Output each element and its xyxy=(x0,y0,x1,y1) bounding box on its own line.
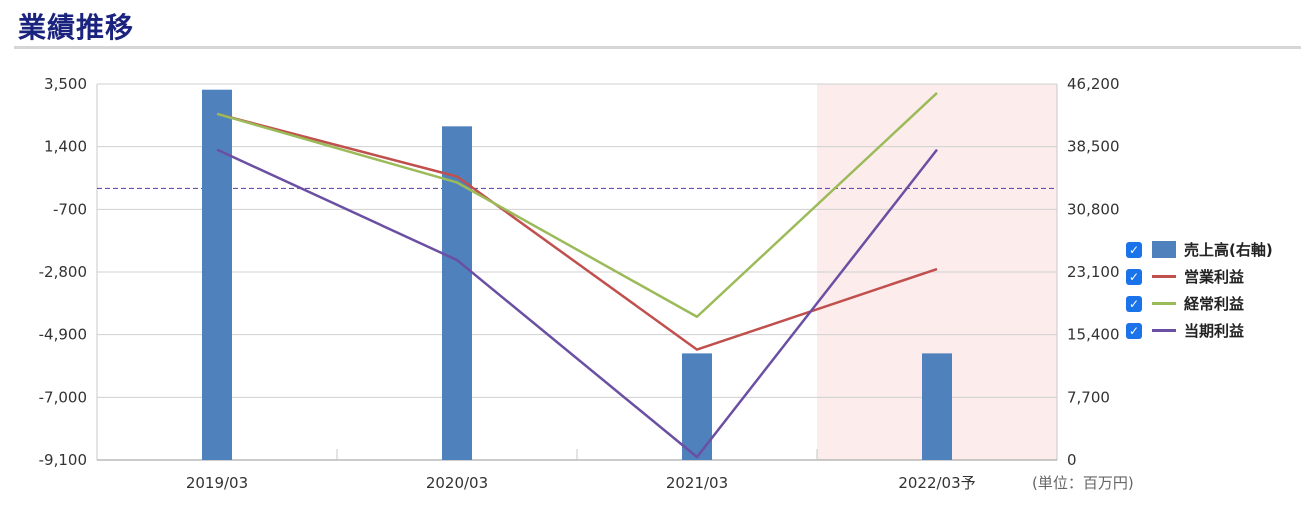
unit-label: (単位：百万円) xyxy=(1032,474,1134,492)
left-axis-tick-label: 1,400 xyxy=(44,138,87,156)
right-axis-tick-label: 0 xyxy=(1067,451,1077,469)
right-axis-tick-label: 23,100 xyxy=(1067,263,1120,281)
legend-label: 当期利益 xyxy=(1184,322,1245,340)
legend-checkbox[interactable]: ✓ xyxy=(1126,268,1142,285)
legend-checkbox[interactable]: ✓ xyxy=(1126,322,1142,339)
legend-item[interactable]: ✓ 経常利益 xyxy=(1126,290,1273,317)
legend-item[interactable]: ✓ 売上高(右軸) xyxy=(1126,236,1273,263)
legend-label: 営業利益 xyxy=(1184,268,1245,286)
legend-checkbox[interactable]: ✓ xyxy=(1126,295,1142,312)
legend-item[interactable]: ✓ 営業利益 xyxy=(1126,263,1273,290)
title-divider xyxy=(14,46,1301,49)
operating-profit-line xyxy=(216,112,938,351)
ordinary-profit-line xyxy=(216,92,938,319)
sales-bar xyxy=(202,89,232,461)
x-axis-tick-label: 2019/03 xyxy=(186,474,248,492)
net-profit-line xyxy=(216,148,938,459)
x-axis-tick-label: 2022/03予 xyxy=(898,474,975,492)
legend-item[interactable]: ✓ 当期利益 xyxy=(1126,317,1273,344)
right-axis-tick-label: 15,400 xyxy=(1067,326,1120,344)
x-axis-tick-label: 2021/03 xyxy=(666,474,728,492)
right-axis-tick-label: 7,700 xyxy=(1067,388,1110,406)
sales-bar xyxy=(922,353,952,460)
legend-label: 売上高(右軸) xyxy=(1184,241,1273,259)
chart-legend: ✓ 売上高(右軸) ✓ 営業利益 ✓ 経常利益 ✓ 当期利益 xyxy=(1126,236,1273,344)
left-axis-tick-label: -2,800 xyxy=(39,263,87,281)
x-axis-tick-label: 2020/03 xyxy=(426,474,488,492)
page-title: 業績推移 xyxy=(18,11,135,44)
bar-swatch-icon xyxy=(1152,241,1176,258)
legend-checkbox[interactable]: ✓ xyxy=(1126,241,1142,258)
line-swatch-icon xyxy=(1152,329,1176,332)
right-axis-tick-label: 46,200 xyxy=(1067,75,1120,93)
right-axis-tick-label: 30,800 xyxy=(1067,200,1120,218)
left-axis-tick-label: -9,100 xyxy=(39,451,87,469)
left-axis-tick-label: -7,000 xyxy=(39,388,87,406)
left-axis-tick-label: -700 xyxy=(53,200,87,218)
legend-label: 経常利益 xyxy=(1184,295,1245,313)
line-swatch-icon xyxy=(1152,275,1176,278)
left-axis-tick-label: -4,900 xyxy=(39,326,87,344)
left-axis-tick-label: 3,500 xyxy=(44,75,87,93)
right-axis-tick-label: 38,500 xyxy=(1067,138,1120,156)
line-swatch-icon xyxy=(1152,302,1176,305)
